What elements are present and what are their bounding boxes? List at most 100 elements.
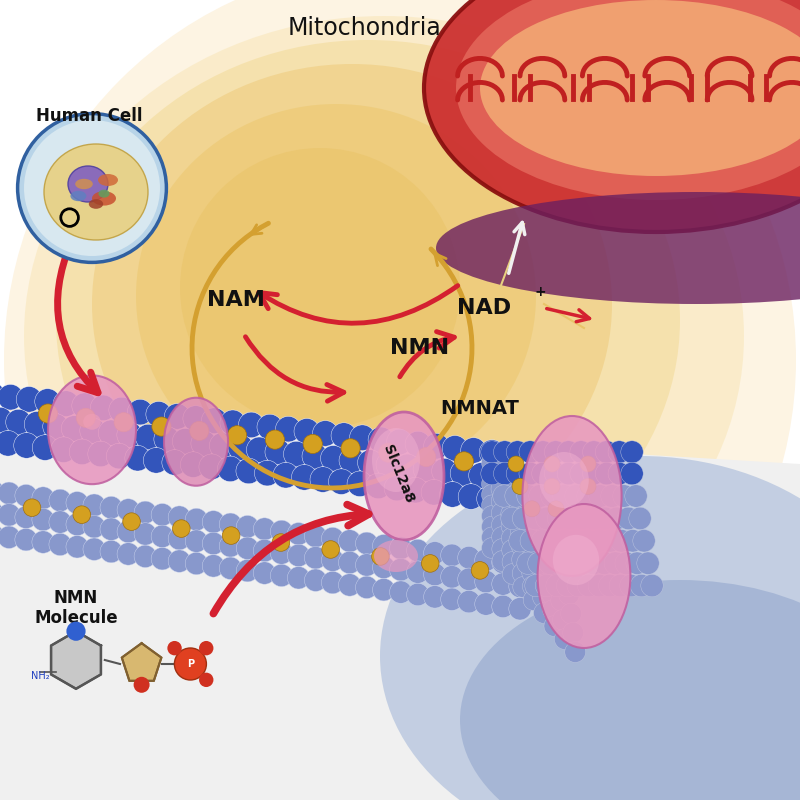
Circle shape: [505, 485, 527, 507]
Circle shape: [491, 514, 512, 535]
Circle shape: [532, 462, 554, 485]
Circle shape: [0, 480, 3, 502]
Circle shape: [509, 554, 531, 576]
Circle shape: [338, 551, 361, 574]
Circle shape: [532, 441, 554, 463]
Circle shape: [15, 485, 38, 507]
Circle shape: [509, 598, 531, 620]
Circle shape: [630, 574, 653, 597]
Circle shape: [406, 561, 429, 583]
Circle shape: [0, 382, 5, 408]
Circle shape: [535, 574, 558, 597]
Circle shape: [604, 552, 626, 574]
Circle shape: [291, 465, 317, 490]
Circle shape: [185, 552, 207, 574]
Ellipse shape: [522, 416, 622, 576]
Circle shape: [482, 538, 502, 558]
Circle shape: [492, 551, 514, 574]
Ellipse shape: [70, 190, 86, 202]
Circle shape: [38, 404, 58, 423]
Circle shape: [100, 496, 122, 518]
Circle shape: [125, 446, 150, 471]
Circle shape: [617, 507, 639, 530]
Circle shape: [620, 574, 642, 597]
Circle shape: [134, 501, 157, 523]
Circle shape: [461, 438, 486, 463]
Circle shape: [270, 542, 293, 564]
Circle shape: [582, 507, 605, 530]
Circle shape: [275, 416, 301, 442]
Circle shape: [191, 430, 217, 456]
Circle shape: [440, 482, 466, 507]
Circle shape: [417, 447, 436, 466]
Circle shape: [366, 473, 391, 498]
Circle shape: [114, 413, 134, 432]
Circle shape: [283, 442, 309, 467]
Circle shape: [66, 536, 88, 558]
Circle shape: [509, 481, 530, 502]
Circle shape: [122, 513, 140, 530]
Circle shape: [32, 487, 54, 510]
Circle shape: [70, 439, 95, 465]
Circle shape: [553, 610, 574, 630]
Ellipse shape: [44, 144, 148, 240]
Circle shape: [502, 540, 522, 560]
Circle shape: [310, 466, 336, 492]
Circle shape: [432, 458, 458, 484]
Circle shape: [546, 533, 566, 554]
Circle shape: [127, 399, 153, 425]
Circle shape: [629, 507, 651, 530]
Circle shape: [66, 514, 88, 536]
Circle shape: [458, 546, 480, 569]
Circle shape: [305, 525, 327, 547]
Circle shape: [287, 522, 310, 545]
Circle shape: [517, 485, 539, 507]
Circle shape: [492, 573, 514, 595]
Circle shape: [512, 549, 533, 570]
Circle shape: [0, 502, 3, 524]
Circle shape: [254, 460, 280, 486]
Circle shape: [322, 571, 344, 594]
Circle shape: [0, 430, 21, 456]
Circle shape: [530, 554, 551, 575]
Circle shape: [441, 588, 463, 610]
Circle shape: [16, 386, 42, 412]
Circle shape: [482, 442, 502, 462]
Circle shape: [66, 492, 88, 514]
Ellipse shape: [480, 0, 800, 176]
Ellipse shape: [164, 398, 228, 486]
Circle shape: [143, 447, 169, 473]
Circle shape: [554, 546, 575, 566]
Circle shape: [588, 574, 610, 597]
Circle shape: [533, 586, 554, 607]
Ellipse shape: [374, 540, 418, 572]
Circle shape: [529, 485, 551, 507]
Circle shape: [339, 448, 365, 474]
Circle shape: [341, 438, 360, 458]
Circle shape: [347, 471, 373, 497]
Circle shape: [441, 544, 463, 566]
Circle shape: [547, 507, 570, 530]
Circle shape: [14, 433, 39, 458]
Circle shape: [601, 485, 623, 507]
Circle shape: [15, 529, 38, 551]
Circle shape: [492, 550, 513, 571]
Circle shape: [154, 426, 179, 452]
Circle shape: [502, 528, 522, 549]
Ellipse shape: [75, 178, 93, 190]
Circle shape: [589, 485, 611, 507]
Circle shape: [547, 552, 568, 573]
Circle shape: [199, 641, 214, 655]
Circle shape: [424, 563, 446, 586]
Circle shape: [593, 552, 615, 574]
Circle shape: [520, 534, 541, 555]
Circle shape: [83, 494, 106, 516]
Circle shape: [609, 574, 631, 597]
Circle shape: [527, 506, 548, 527]
Circle shape: [502, 563, 523, 584]
Circle shape: [615, 552, 638, 574]
Ellipse shape: [380, 456, 800, 800]
Circle shape: [0, 385, 23, 410]
Circle shape: [538, 536, 558, 557]
Circle shape: [508, 456, 524, 472]
